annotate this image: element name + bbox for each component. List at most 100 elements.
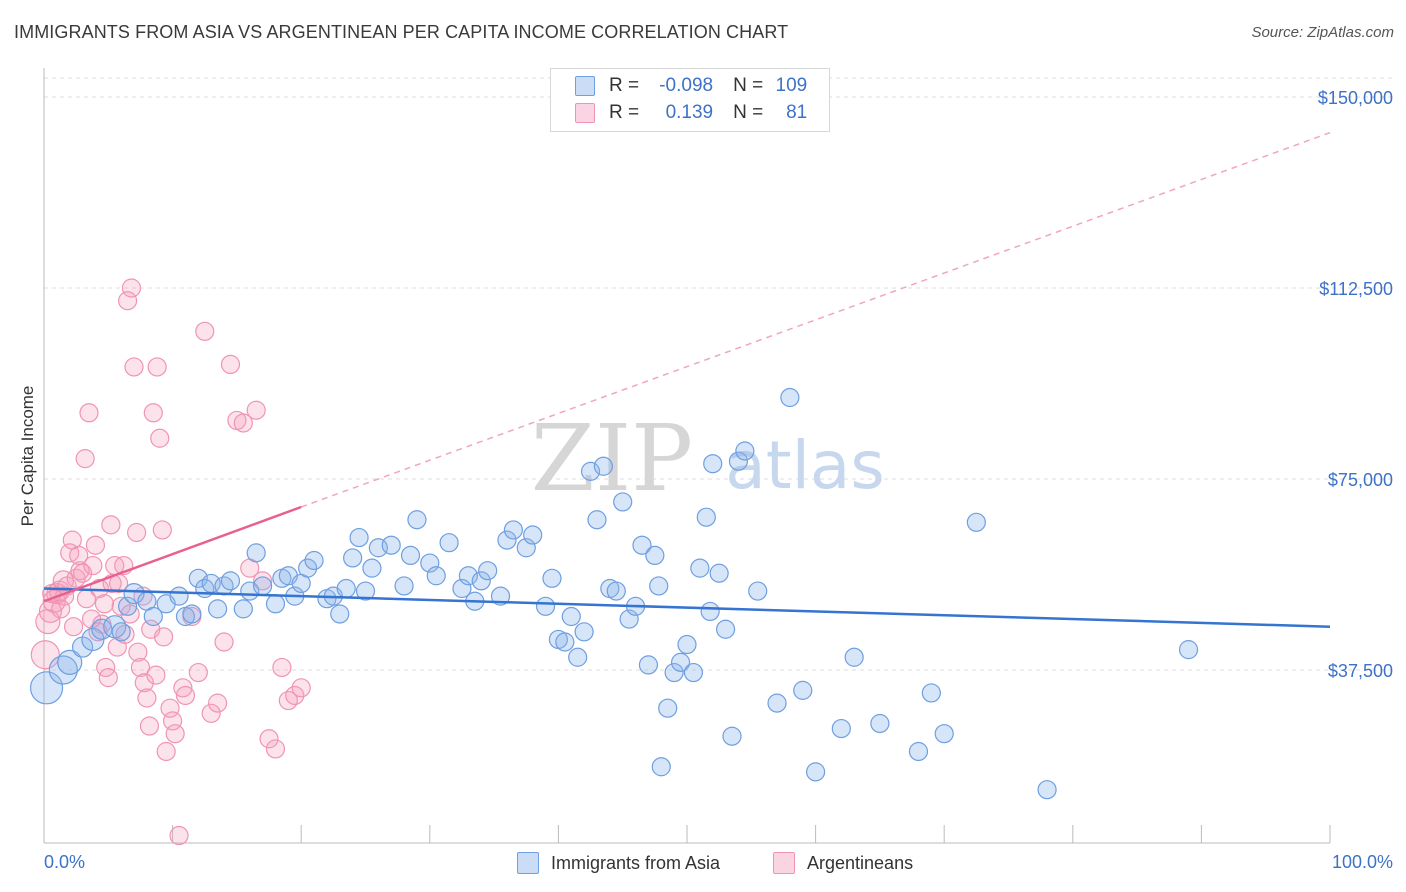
data-point (336, 578, 356, 599)
data-point (439, 533, 459, 553)
data-point (715, 619, 736, 639)
data-point (664, 662, 684, 683)
data-point (542, 568, 562, 588)
data-point (83, 555, 103, 576)
data-point (523, 525, 543, 545)
data-point (253, 576, 273, 596)
data-point (677, 634, 697, 655)
legend-r-label: R = (609, 102, 640, 123)
data-point (220, 571, 241, 591)
legend-n-label: N = (733, 102, 764, 123)
data-point (69, 545, 89, 566)
data-point (208, 599, 228, 619)
data-point (568, 647, 588, 667)
data-point (121, 278, 142, 298)
data-point (593, 456, 614, 476)
series-legend-asia[interactable]: Immigrants from Asia (517, 852, 720, 874)
data-point (98, 668, 118, 688)
data-point (169, 825, 189, 846)
correlation-legend: R = -0.098 N = 109 R = 0.139 N = 81 (550, 68, 830, 132)
data-point (793, 680, 813, 700)
data-point (555, 632, 575, 652)
data-point (143, 403, 163, 423)
data-point (75, 449, 95, 469)
data-point (246, 543, 266, 563)
legend-row-asia: R = -0.098 N = 109 (575, 75, 807, 97)
data-point (123, 582, 145, 605)
data-point (735, 441, 755, 461)
data-point (934, 724, 954, 744)
data-point (767, 693, 787, 713)
data-point (156, 741, 176, 762)
series-swatch-asia (517, 852, 539, 874)
data-point (278, 690, 298, 711)
data-point (88, 622, 108, 642)
legend-r-label: R = (609, 75, 640, 96)
data-point (478, 561, 498, 581)
data-point (285, 685, 305, 706)
data-point (696, 507, 716, 527)
data-point (870, 713, 890, 734)
series-label-argentineans: Argentineans (807, 852, 914, 873)
data-point (471, 571, 491, 591)
data-point (175, 685, 196, 706)
legend-n-label: N = (733, 75, 764, 96)
series-swatch-argentineans (773, 852, 795, 874)
data-point (182, 604, 202, 624)
data-point (85, 535, 106, 555)
legend-swatch-asia (575, 76, 595, 96)
legend-n-value: 81 (786, 102, 808, 123)
data-point (139, 716, 160, 736)
data-point (831, 718, 851, 739)
data-point (188, 662, 208, 683)
data-point (561, 606, 581, 627)
data-point (649, 576, 669, 596)
data-point (272, 657, 292, 678)
data-point (683, 662, 704, 683)
data-point (330, 604, 350, 624)
data-point (124, 357, 144, 377)
data-point (844, 647, 864, 667)
data-point (126, 522, 147, 543)
y-tick-labels: $37,500 $75,000 $112,500 $150,000 (1318, 88, 1393, 681)
data-point (651, 757, 671, 777)
data-point (298, 558, 318, 578)
data-point (728, 451, 749, 471)
data-point (381, 535, 401, 555)
data-point (111, 622, 131, 642)
data-point (703, 454, 723, 474)
data-point (503, 520, 523, 540)
data-point (908, 741, 929, 762)
data-point (645, 545, 665, 566)
data-point (587, 510, 607, 530)
data-point (70, 561, 90, 581)
data-point (48, 655, 78, 685)
data-point (128, 642, 148, 662)
data-point (259, 729, 279, 749)
watermark-zip: ZIP (531, 405, 693, 512)
legend-r-value: 0.139 (665, 102, 714, 123)
data-point (400, 545, 421, 566)
data-point (165, 724, 185, 744)
y-tick-label: $37,500 (1328, 661, 1393, 681)
data-point (143, 606, 163, 627)
data-point (150, 428, 170, 448)
series-legend-argentineans[interactable]: Argentineans (773, 852, 913, 874)
data-point (51, 599, 71, 619)
data-point (606, 581, 626, 601)
data-point (57, 649, 83, 675)
data-point (709, 563, 729, 583)
data-point (722, 726, 742, 746)
data-point (72, 563, 93, 583)
data-point (220, 354, 241, 374)
chart-title: IMMIGRANTS FROM ASIA VS ARGENTINEAN PER … (14, 22, 789, 42)
data-point (253, 571, 273, 591)
data-point (188, 568, 208, 588)
data-point (574, 622, 594, 642)
watermark: ZIP atlas (531, 405, 885, 512)
data-point (130, 657, 151, 678)
data-point (76, 589, 97, 609)
data-point (173, 678, 193, 698)
x-tick-max: 100.0% (1331, 852, 1393, 872)
